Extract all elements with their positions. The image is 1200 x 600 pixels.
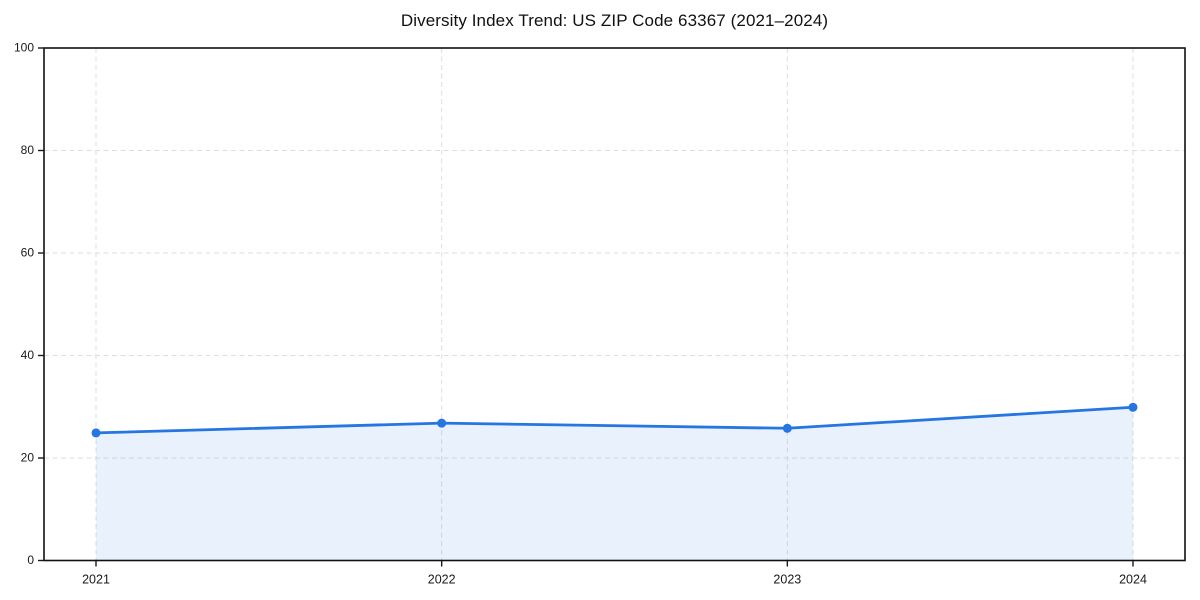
y-tick-label: 80 [21,143,35,157]
trend-line [94,405,1135,435]
data-point-2024 [1128,402,1138,412]
y-tick-label: 60 [21,246,35,260]
y-tick-label: 20 [21,451,35,465]
data-point-2021 [91,428,101,438]
y-tick-label: 100 [14,41,34,55]
x-tick-label: 2023 [773,573,801,587]
plot-border [43,47,1186,562]
area-fill [96,407,1133,561]
data-point-2022 [437,418,447,428]
data-point-2023 [782,423,792,433]
x-tick-label: 2022 [428,573,456,587]
x-tick-label: 2021 [82,573,110,587]
y-tick-label: 0 [27,553,34,567]
x-tick-label: 2024 [1119,573,1147,587]
y-tick-label: 40 [21,348,35,362]
chart-title: Diversity Index Trend: US ZIP Code 63367… [400,11,829,30]
